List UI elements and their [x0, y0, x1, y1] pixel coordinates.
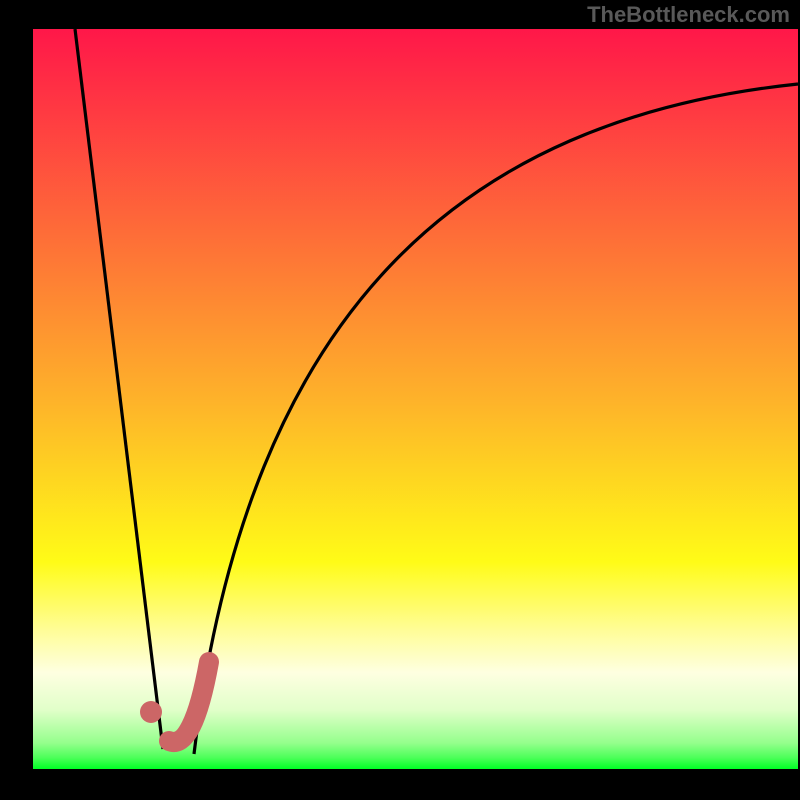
watermark-text: TheBottleneck.com: [587, 2, 790, 28]
marker-hook: [169, 662, 209, 742]
curve-left: [75, 29, 163, 749]
curve-right: [194, 84, 798, 754]
chart-container: TheBottleneck.com: [0, 0, 800, 800]
marker-dot: [140, 701, 162, 723]
curves-layer: [0, 0, 800, 800]
